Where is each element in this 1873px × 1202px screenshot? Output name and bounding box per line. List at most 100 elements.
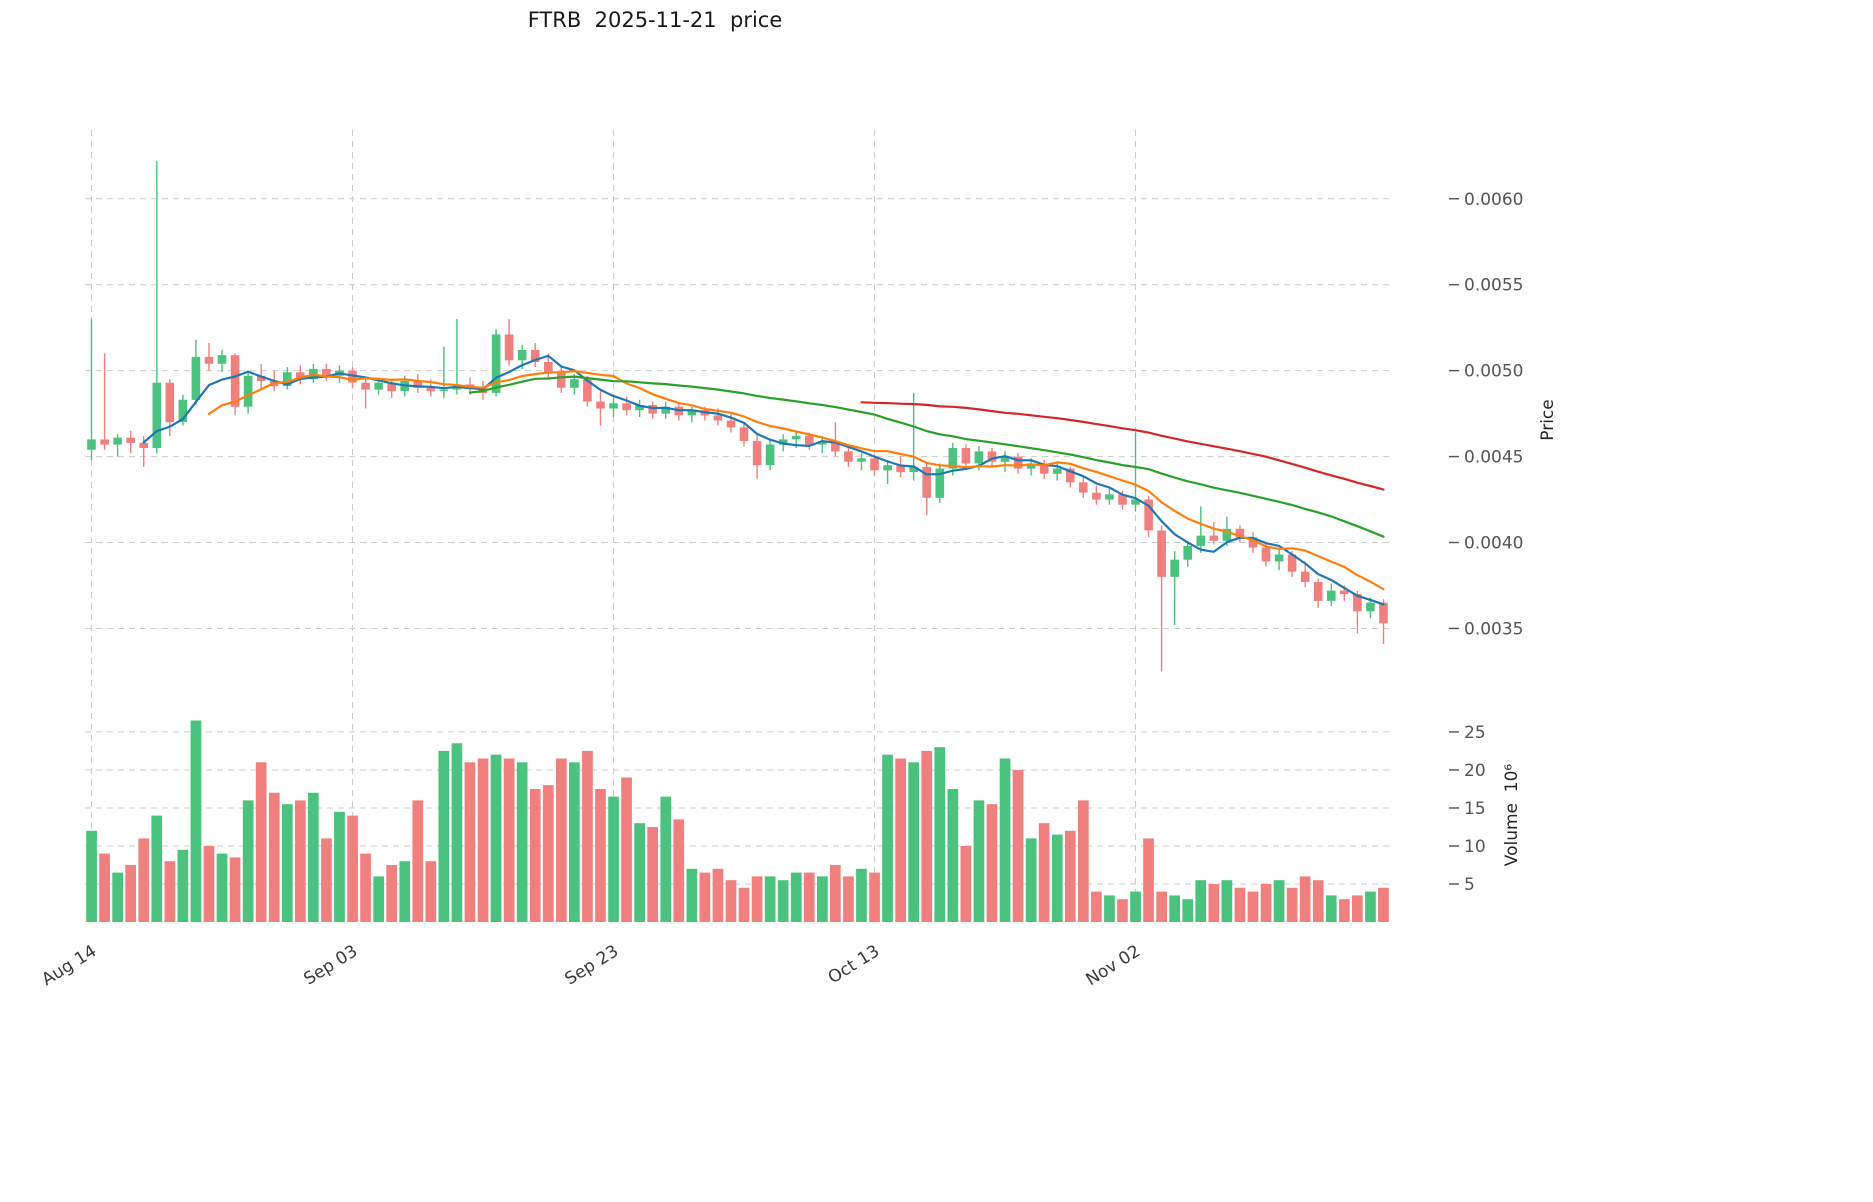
- candle-body: [1157, 530, 1166, 577]
- candle-body: [204, 356, 214, 364]
- x-tick-label: Nov 02: [1083, 941, 1145, 990]
- volume-bar: [1352, 895, 1363, 922]
- volume-bar: [673, 819, 685, 922]
- volume-bar: [464, 762, 476, 922]
- candle-body: [1379, 602, 1388, 624]
- volume-bar: [1221, 880, 1233, 922]
- volume-bar: [1104, 895, 1115, 922]
- volume-bar: [542, 785, 554, 922]
- volume-tick-label: 25: [1464, 723, 1486, 743]
- volume-bar: [1143, 838, 1154, 922]
- candle-body: [1353, 594, 1362, 612]
- candle-body: [1026, 463, 1036, 469]
- volume-bar: [1117, 899, 1128, 922]
- volume-bar: [1025, 838, 1037, 922]
- candle-body: [752, 441, 762, 466]
- candle-body: [739, 427, 749, 441]
- volume-bar: [1091, 891, 1102, 922]
- volume-bar: [516, 762, 528, 922]
- volume-bar: [477, 758, 489, 922]
- volume-bar: [190, 720, 202, 922]
- price-tick-label: 0.0060: [1464, 190, 1523, 210]
- volume-bar: [1130, 891, 1141, 922]
- volume-bar: [595, 789, 606, 922]
- price-tick-label: 0.0045: [1464, 448, 1523, 468]
- volume-bar: [986, 804, 998, 922]
- volume-bar: [621, 777, 632, 922]
- volume-bar: [386, 865, 397, 922]
- candle-body: [857, 458, 866, 462]
- volume-bar: [582, 750, 593, 922]
- ma-line-10: [207, 370, 1385, 591]
- candle-body: [1340, 590, 1349, 594]
- candle-body: [100, 439, 109, 445]
- volume-bar: [347, 815, 358, 922]
- candle-body: [896, 465, 905, 473]
- volume-bar: [569, 762, 580, 922]
- candle-body: [948, 448, 958, 469]
- volume-bar: [334, 811, 345, 922]
- volume-bar: [242, 800, 254, 922]
- candle-body: [1366, 602, 1375, 612]
- volume-bar: [869, 872, 880, 922]
- candle-body: [530, 350, 540, 362]
- candle-body: [609, 403, 618, 409]
- candle-body: [1013, 456, 1023, 469]
- volume-bar: [999, 758, 1011, 922]
- candle-body: [883, 465, 892, 471]
- candle-body: [491, 334, 501, 393]
- volume-bar: [151, 815, 163, 922]
- chart-title: FTRB 2025-11-21 price: [527, 8, 783, 32]
- volume-bar: [229, 857, 241, 922]
- candle-body: [1092, 492, 1101, 500]
- candle-body: [987, 451, 997, 462]
- volume-bar: [660, 796, 672, 922]
- volume-bar: [960, 846, 972, 922]
- candle-body: [126, 437, 135, 443]
- volume-bar: [1273, 880, 1285, 922]
- volume-bar: [764, 876, 776, 922]
- candle-body: [1144, 499, 1153, 531]
- candle-body: [844, 451, 853, 462]
- candle-body: [805, 435, 814, 445]
- volume-bar: [647, 827, 658, 922]
- volume-bar: [947, 789, 959, 922]
- volume-bar: [1012, 769, 1024, 922]
- ma-line-60: [860, 401, 1385, 491]
- volume-bar: [1286, 887, 1298, 922]
- volume-bar: [268, 792, 280, 922]
- volume-bar: [412, 800, 424, 922]
- volume-bar: [1078, 800, 1089, 922]
- candle-body: [322, 368, 331, 376]
- candle-body: [909, 466, 918, 473]
- volume-bar: [882, 754, 893, 922]
- candle-body: [1196, 535, 1206, 546]
- volume-bar: [503, 758, 515, 922]
- volume-bar: [921, 750, 933, 922]
- volume-bar: [373, 876, 384, 922]
- candle-body: [765, 444, 775, 466]
- candle-body: [1039, 463, 1049, 474]
- volume-bar: [112, 872, 123, 922]
- volume-bar: [425, 861, 437, 922]
- volume-bar: [738, 887, 750, 922]
- candle-body: [87, 439, 96, 450]
- volume-bar: [1038, 823, 1050, 922]
- volume-bar: [1339, 899, 1350, 922]
- volume-bar: [1051, 834, 1063, 922]
- volume-bar: [281, 804, 293, 922]
- volume-bar: [203, 846, 215, 922]
- candle-body: [596, 401, 605, 409]
- candle-body: [283, 372, 292, 386]
- volume-bar: [634, 823, 645, 922]
- candle-body: [1131, 499, 1140, 505]
- candle-body: [778, 439, 788, 445]
- candle-body: [1105, 494, 1114, 500]
- candle-body: [583, 379, 592, 402]
- volume-bar: [777, 880, 789, 922]
- candle-body: [726, 420, 736, 428]
- candle-body: [557, 372, 566, 388]
- candle-body: [387, 382, 396, 392]
- volume-bar: [438, 750, 450, 922]
